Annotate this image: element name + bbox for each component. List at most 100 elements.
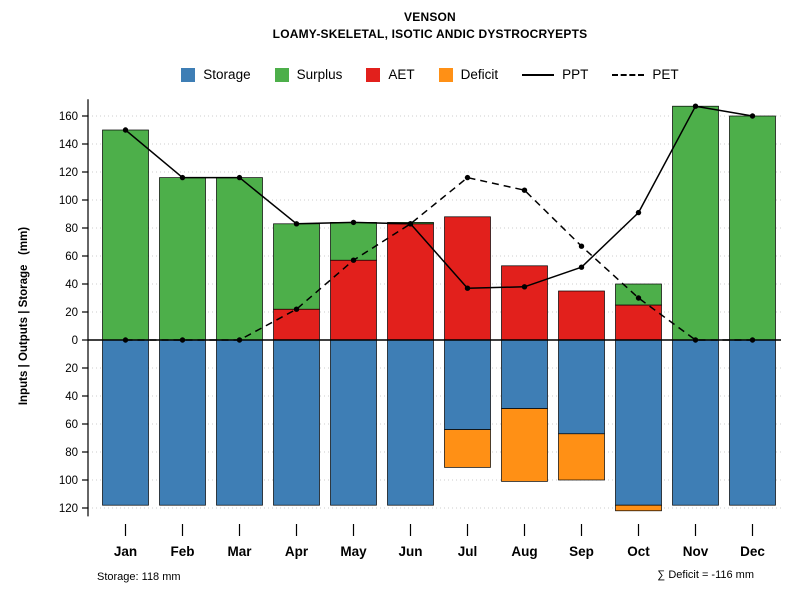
bar-storage-oct: [615, 339, 662, 506]
storage-annotation: Storage: 118 mm: [97, 571, 181, 583]
month-label: Dec: [740, 544, 765, 559]
bar-storage-jun: [387, 339, 434, 506]
ppt-line: [125, 105, 753, 289]
y-tick-label: 100: [59, 475, 78, 487]
pet-point: [521, 187, 528, 193]
pet-point: [179, 337, 186, 343]
legend-item-surplus: Surplus: [274, 67, 343, 82]
bar-deficit-jul: [444, 429, 491, 468]
month-label: May: [340, 544, 367, 559]
bar-surplus-jan: [102, 129, 149, 341]
legend-label: PET: [652, 67, 679, 82]
y-tick-label: 20: [65, 363, 78, 375]
bar-storage-may: [330, 339, 377, 506]
pet-point: [749, 337, 756, 343]
ppt-point: [692, 103, 699, 109]
month-label: Jul: [458, 544, 478, 559]
ppt-point: [350, 219, 357, 226]
ppt-point: [122, 127, 129, 133]
month-label: Oct: [627, 544, 650, 559]
bar-surplus-may: [330, 222, 377, 261]
y-tick-label: 120: [59, 167, 78, 179]
surplus-swatch: [274, 67, 289, 82]
pet-point: [635, 295, 642, 301]
y-tick-label: 80: [65, 447, 78, 459]
bar-aet-aug: [501, 265, 548, 341]
legend-item-pet: PET: [612, 67, 679, 82]
month-label: Feb: [170, 544, 194, 559]
month-label: Jun: [398, 544, 422, 559]
y-tick-label: 140: [59, 139, 78, 151]
y-tick-label: 100: [59, 195, 78, 207]
y-tick-label: 80: [65, 223, 78, 235]
bar-surplus-feb: [159, 177, 206, 341]
legend-item-storage: Storage: [181, 67, 251, 82]
month-label: Aug: [511, 544, 537, 559]
month-label: Mar: [227, 544, 252, 559]
bar-storage-apr: [273, 339, 320, 506]
bar-surplus-apr: [273, 223, 320, 310]
pet-point: [122, 337, 129, 343]
pet-point: [692, 337, 699, 343]
ppt-point: [179, 174, 186, 181]
bar-storage-jul: [444, 339, 491, 430]
pet-point: [578, 243, 585, 249]
legend-item-aet: AET: [366, 67, 415, 82]
ppt-point: [749, 113, 756, 119]
deficit-swatch: [438, 67, 453, 82]
y-tick-label: 40: [65, 279, 78, 291]
bar-storage-nov: [672, 339, 719, 506]
month-label: Nov: [683, 544, 709, 559]
legend: Storage Surplus AET Deficit PPT PET: [60, 67, 800, 82]
bar-deficit-aug: [501, 408, 548, 482]
ppt-point: [578, 264, 585, 270]
legend-label: Deficit: [460, 67, 499, 82]
bar-aet-apr: [273, 308, 320, 341]
bar-aet-jul: [444, 216, 491, 341]
ppt-point: [635, 209, 642, 216]
pet-point: [464, 174, 471, 181]
ppt-point: [521, 284, 528, 290]
title-block: VENSON LOAMY-SKELETAL, ISOTIC ANDIC DYST…: [80, 10, 780, 41]
month-label: Apr: [285, 544, 309, 559]
y-tick-label: 0: [72, 335, 78, 347]
bar-surplus-oct: [615, 283, 662, 306]
bar-storage-jan: [102, 339, 149, 506]
ppt-point: [464, 285, 471, 291]
chart-subtitle: LOAMY-SKELETAL, ISOTIC ANDIC DYSTROCRYEP…: [272, 27, 588, 41]
pet-point: [236, 337, 243, 343]
bar-storage-dec: [729, 339, 776, 506]
legend-label: Storage: [203, 67, 251, 82]
legend-item-ppt: PPT: [522, 67, 588, 82]
bar-surplus-mar: [216, 177, 263, 341]
aet-swatch: [366, 67, 381, 82]
pet-point: [350, 257, 357, 263]
storage-swatch: [181, 67, 196, 82]
y-tick-label: 60: [65, 419, 78, 431]
bar-storage-aug: [501, 339, 548, 409]
pet-line-sample: [612, 73, 645, 76]
bar-deficit-sep: [558, 433, 605, 481]
y-tick-label: 40: [65, 391, 78, 403]
month-label: Jan: [114, 544, 137, 559]
legend-label: AET: [388, 67, 415, 82]
legend-item-deficit: Deficit: [438, 67, 499, 82]
bar-storage-mar: [216, 339, 263, 506]
bar-storage-feb: [159, 339, 206, 506]
bar-surplus-nov: [672, 105, 719, 341]
month-label: Sep: [569, 544, 594, 559]
bar-storage-sep: [558, 339, 605, 435]
ppt-point: [293, 221, 300, 227]
ppt-point: [236, 174, 243, 181]
ppt-line-sample: [522, 73, 555, 76]
bar-surplus-dec: [729, 115, 776, 341]
chart-title: VENSON: [404, 10, 456, 24]
bar-aet-may: [330, 259, 377, 341]
y-tick-label: 120: [59, 503, 78, 515]
legend-label: Surplus: [296, 67, 343, 82]
deficit-annotation: ∑ Deficit = -116 mm: [657, 569, 754, 581]
ppt-point: [407, 221, 414, 227]
y-tick-label: 60: [65, 251, 78, 263]
